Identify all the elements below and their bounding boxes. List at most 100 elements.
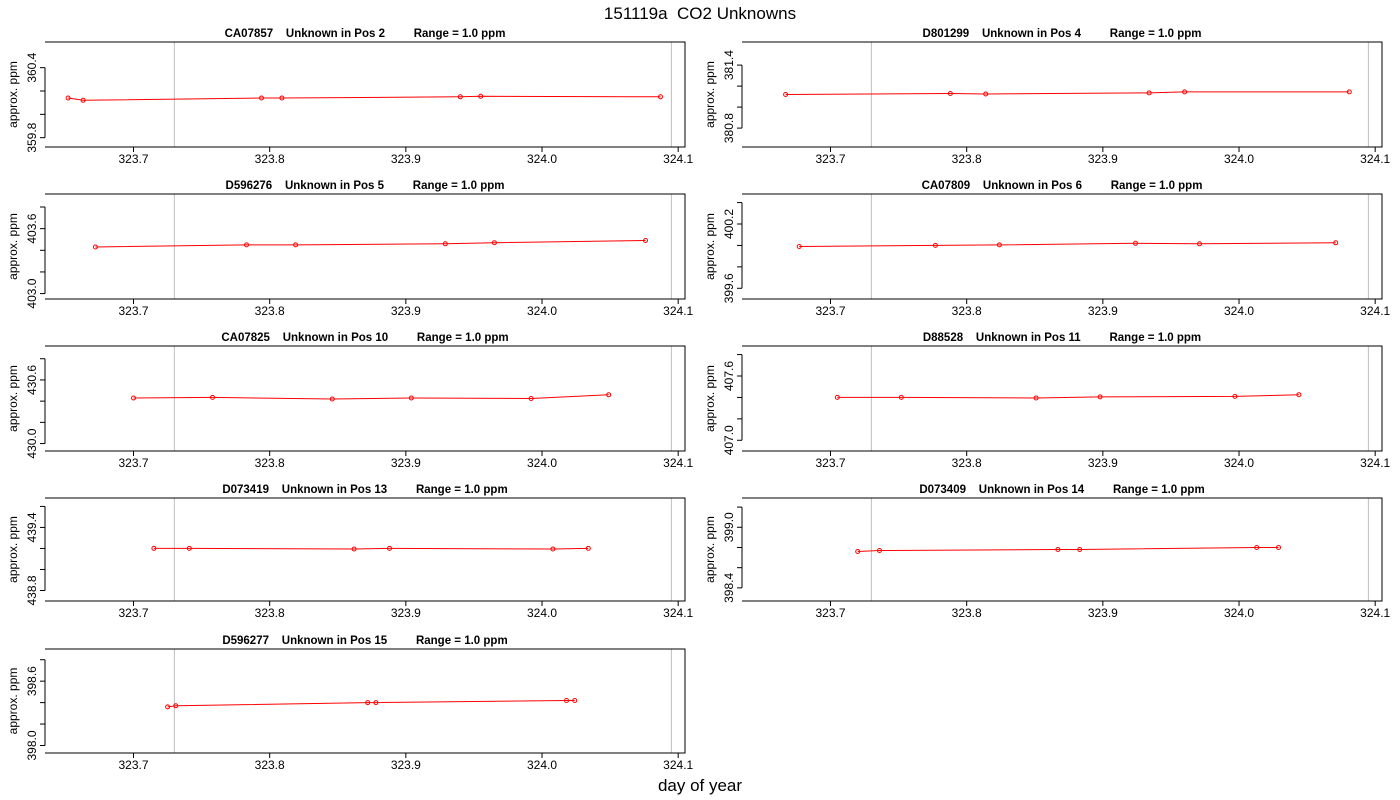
x-tick-label: 323.8 [255, 758, 285, 772]
y-axis-label: approx. ppm [6, 365, 20, 432]
series-line [785, 91, 1350, 95]
y-tick-label: 381.4 [722, 50, 736, 80]
data-point [80, 97, 86, 103]
data-point [898, 394, 904, 400]
data-point [373, 700, 379, 706]
data-point [478, 93, 484, 99]
x-tick-label: 323.7 [815, 456, 845, 470]
data-point [1197, 241, 1202, 247]
data-point [855, 549, 861, 554]
plot-frame [742, 193, 1383, 300]
series-line [837, 394, 1299, 399]
chart-title: CA07857 Unknown in Pos 2 Range = 1.0 ppm [225, 28, 506, 40]
plot-frame [45, 345, 686, 452]
series-line [799, 242, 1336, 247]
data-point [293, 242, 299, 248]
data-point [442, 241, 448, 247]
chart-panel-1: CA07857 Unknown in Pos 2 Range = 1.0 ppm… [6, 28, 694, 166]
y-tick-label: 400.2 [722, 209, 736, 239]
chart-title: D801299 Unknown in Pos 4 Range = 1.0 ppm [923, 28, 1202, 40]
plot-frame [742, 345, 1383, 452]
chart-title: CA07809 Unknown in Pos 6 Range = 1.0 ppm [922, 180, 1203, 192]
y-tick-label: 359.8 [25, 122, 39, 152]
data-point [564, 698, 569, 703]
chart-panel-5: CA07825 Unknown in Pos 10 Range = 1.0 pp… [6, 332, 694, 470]
data-point [491, 240, 497, 246]
x-tick-label: 323.8 [952, 304, 982, 318]
plot-frame [742, 41, 1383, 148]
data-point [1182, 89, 1188, 95]
series-line [95, 240, 646, 248]
data-point [329, 396, 335, 402]
data-point [365, 700, 371, 706]
chart-title: D596277 Unknown in Pos 15 Range = 1.0 pp… [222, 635, 507, 647]
data-point [585, 545, 591, 551]
data-point [1333, 240, 1339, 246]
chart-title: D073419 Unknown in Pos 13 Range = 1.0 pp… [222, 484, 507, 496]
chart-title: CA07825 Unknown in Pos 10 Range = 1.0 pp… [221, 332, 508, 344]
plot-frame [45, 648, 686, 754]
y-tick-label: 398.6 [25, 666, 39, 696]
data-point [947, 91, 953, 96]
data-point [932, 242, 938, 248]
chart-panel-8: D073409 Unknown in Pos 14 Range = 1.0 pp… [703, 484, 1391, 620]
data-point [550, 546, 556, 552]
x-tick-label: 324.0 [1224, 152, 1254, 166]
x-tick-label: 324.0 [527, 606, 557, 620]
data-point [572, 698, 578, 703]
y-tick-label: 439.4 [25, 512, 39, 542]
x-tick-label: 324.1 [1360, 304, 1390, 318]
x-tick-label: 323.8 [255, 456, 285, 470]
chart-panel-3: D596276 Unknown in Pos 5 Range = 1.0 ppm… [6, 180, 694, 318]
chart-panel-2: D801299 Unknown in Pos 4 Range = 1.0 ppm… [703, 28, 1391, 166]
x-tick-label: 324.0 [1224, 456, 1254, 470]
x-tick-label: 324.1 [1360, 606, 1390, 620]
y-tick-label: 403.0 [25, 278, 39, 308]
data-point [643, 238, 648, 243]
data-point [606, 392, 612, 398]
data-point [1133, 240, 1138, 246]
series-line [133, 394, 609, 400]
data-point [210, 394, 215, 400]
chart-panel-7: D073419 Unknown in Pos 13 Range = 1.0 pp… [6, 484, 694, 620]
data-point [387, 545, 392, 551]
series-line [153, 547, 589, 550]
data-point [658, 94, 663, 100]
y-tick-label: 407.6 [722, 361, 736, 391]
x-tick-label: 323.7 [118, 758, 148, 772]
data-point [173, 703, 179, 709]
x-tick-label: 323.9 [391, 152, 421, 166]
x-tick-label: 323.9 [391, 606, 421, 620]
y-tick-label: 380.8 [722, 113, 736, 143]
data-point [65, 95, 71, 101]
x-tick-label: 324.1 [663, 456, 693, 470]
y-tick-label: 430.6 [25, 365, 39, 395]
data-point [151, 545, 157, 551]
x-tick-label: 323.9 [391, 456, 421, 470]
data-point [186, 545, 192, 551]
plot-frame [45, 41, 686, 148]
x-tick-label: 323.8 [255, 152, 285, 166]
x-tick-label: 323.7 [815, 304, 845, 318]
data-point [1296, 392, 1302, 398]
data-point [244, 242, 249, 248]
data-point [996, 242, 1002, 248]
chart-panel-9: D596277 Unknown in Pos 15 Range = 1.0 pp… [6, 635, 694, 772]
x-tick-label: 323.7 [815, 606, 845, 620]
data-point [1346, 89, 1352, 95]
x-tick-label: 323.7 [118, 304, 148, 318]
data-point [528, 396, 534, 401]
data-point [834, 394, 840, 400]
data-point [783, 92, 789, 97]
y-tick-label: 399.6 [722, 273, 736, 303]
plot-frame [45, 497, 686, 602]
x-tick-label: 324.0 [527, 152, 557, 166]
y-axis-label: approx. ppm [6, 61, 20, 128]
data-point [1055, 547, 1061, 552]
chart-panel-4: CA07809 Unknown in Pos 6 Range = 1.0 ppm… [703, 180, 1391, 318]
x-tick-label: 324.1 [663, 152, 693, 166]
y-axis-label: approx. ppm [6, 516, 20, 583]
data-point [1033, 395, 1039, 401]
x-tick-label: 323.8 [255, 304, 285, 318]
